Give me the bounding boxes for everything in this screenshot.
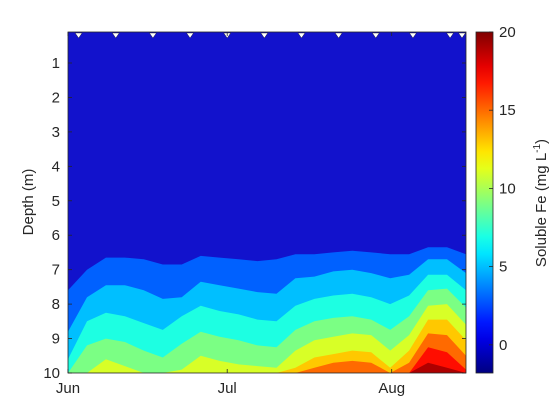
colorbar-tick-label: 0: [499, 337, 507, 354]
x-tick-label: Jul: [218, 380, 237, 397]
sample-marker: [74, 32, 83, 39]
y-tick-label: 8: [52, 296, 60, 313]
sample-marker: [111, 32, 120, 39]
y-tick-label: 1: [52, 55, 60, 72]
y-axis-label: Depth (m): [20, 169, 37, 236]
sample-marker: [186, 32, 194, 39]
y-tick-label: 9: [52, 331, 60, 348]
contour-band-18: [68, 362, 466, 373]
y-axis: 1 2 3 4 5 6 7 8 9 10: [43, 55, 466, 382]
plot-frame: [67, 31, 467, 374]
x-tick-label: Jun: [56, 380, 80, 397]
y-tick-label: 3: [52, 124, 60, 141]
sample-marker: [458, 32, 466, 39]
x-axis: Jun Jul Aug: [56, 32, 405, 397]
plot-area: [67, 31, 467, 374]
y-tick-label: 5: [52, 193, 60, 210]
sample-marker: [260, 32, 269, 39]
contour-bands: [68, 247, 466, 373]
y-tick-label: 10: [43, 365, 60, 382]
y-tick-label: 2: [52, 89, 60, 106]
x-tick-label: Aug: [378, 380, 405, 397]
y-tick-label: 4: [52, 158, 60, 175]
sample-marker: [149, 32, 157, 39]
sample-marker: [371, 32, 380, 39]
sample-marker: [334, 32, 343, 39]
colorbar-label-close: ): [533, 139, 550, 144]
colorbar: 0 5 10 15 20 Soluble Fe (mg L-1): [475, 24, 550, 374]
contour-band-14: [68, 333, 466, 373]
sample-marker: [297, 32, 306, 39]
colorbar-bar: [475, 31, 494, 374]
colorbar-label: Soluble Fe (mg L-1): [532, 139, 550, 267]
y-tick-label: 6: [52, 227, 60, 244]
sample-date-markers: [74, 32, 466, 39]
sample-marker: [446, 32, 454, 39]
y-tick-label: 7: [52, 262, 60, 279]
colorbar-tick-label: 20: [499, 24, 516, 41]
colorbar-tick-label: 5: [499, 259, 507, 276]
colorbar-tick-label: 15: [499, 102, 516, 119]
colorbar-label-exponent: -1: [532, 144, 543, 153]
colorbar-tick-label: 10: [499, 180, 516, 197]
sample-marker: [409, 32, 417, 39]
contour-band-12: [68, 319, 466, 373]
colorbar-ticks: 0 5 10 15 20: [489, 24, 516, 354]
colorbar-label-main: Soluble Fe (mg L: [533, 153, 550, 267]
